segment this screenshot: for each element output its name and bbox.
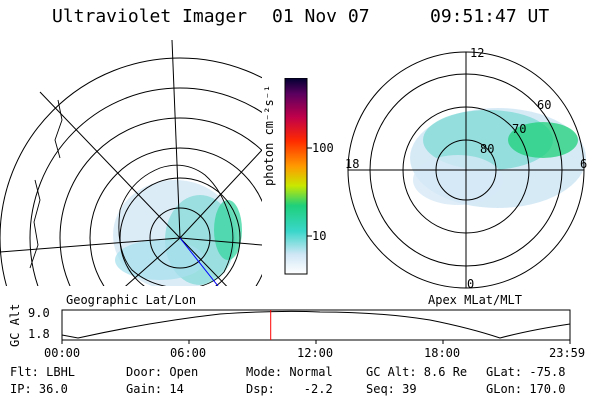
xtick-0600: 06:00	[170, 346, 207, 360]
time-label: 09:51:47 UT	[430, 6, 550, 27]
coastline	[118, 164, 234, 286]
info-seq: Seq: 39	[366, 382, 417, 396]
altitude-ytick-9: 9.0	[28, 306, 50, 320]
xtick-1200: 12:00	[297, 346, 334, 360]
mlt-label-6: 6	[580, 157, 588, 171]
altitude-ytick-1-8: 1.8	[28, 327, 50, 341]
date-label: 01 Nov 07	[272, 6, 370, 27]
colorbar-tick-10: 10	[312, 229, 327, 243]
instrument-title: Ultraviolet Imager	[52, 6, 248, 27]
xtick-0000: 00:00	[44, 346, 81, 360]
apex-polar-plot	[347, 51, 586, 289]
info-mode: Mode: Normal	[246, 365, 333, 379]
longitude-lines	[0, 40, 262, 286]
altitude-ylabel: GC Alt	[8, 303, 22, 347]
info-glat: GLat: -75.8	[486, 365, 566, 379]
info-door: Door: Open	[126, 365, 199, 379]
color-bar	[284, 78, 312, 275]
xtick-2359: 23:59	[549, 346, 586, 360]
mlt-lines	[348, 52, 584, 288]
mlat-label-70: 70	[512, 122, 527, 136]
xtick-1800: 18:00	[424, 346, 461, 360]
latitude-circles	[0, 57, 262, 286]
coastline-west	[29, 99, 63, 269]
mlat-label-60: 60	[537, 98, 552, 112]
geographic-caption: Geographic Lat/Lon	[66, 293, 197, 307]
colorbar-unit-label: photon cm⁻²s⁻¹	[262, 84, 276, 186]
info-flt: Flt: LBHL	[10, 365, 76, 379]
info-ip: IP: 36.0	[10, 382, 68, 396]
info-gain: Gain: 14	[126, 382, 184, 396]
geographic-map	[0, 40, 262, 286]
mlat-label-80: 80	[480, 142, 495, 156]
info-dsp: Dsp: -2.2	[246, 382, 333, 396]
apex-caption: Apex MLat/MLT	[428, 293, 522, 307]
altitude-curve	[61, 310, 571, 339]
mlt-label-0: 0	[467, 277, 475, 291]
colorbar-tick-100: 100	[312, 141, 334, 155]
mlt-label-12: 12	[470, 46, 485, 60]
orbit-track	[179, 237, 219, 286]
mlt-label-18: 18	[345, 157, 360, 171]
info-gc-alt: GC Alt: 8.6 Re	[366, 365, 468, 379]
info-glon: GLon: 170.0	[486, 382, 566, 396]
altitude-plot	[61, 309, 571, 344]
